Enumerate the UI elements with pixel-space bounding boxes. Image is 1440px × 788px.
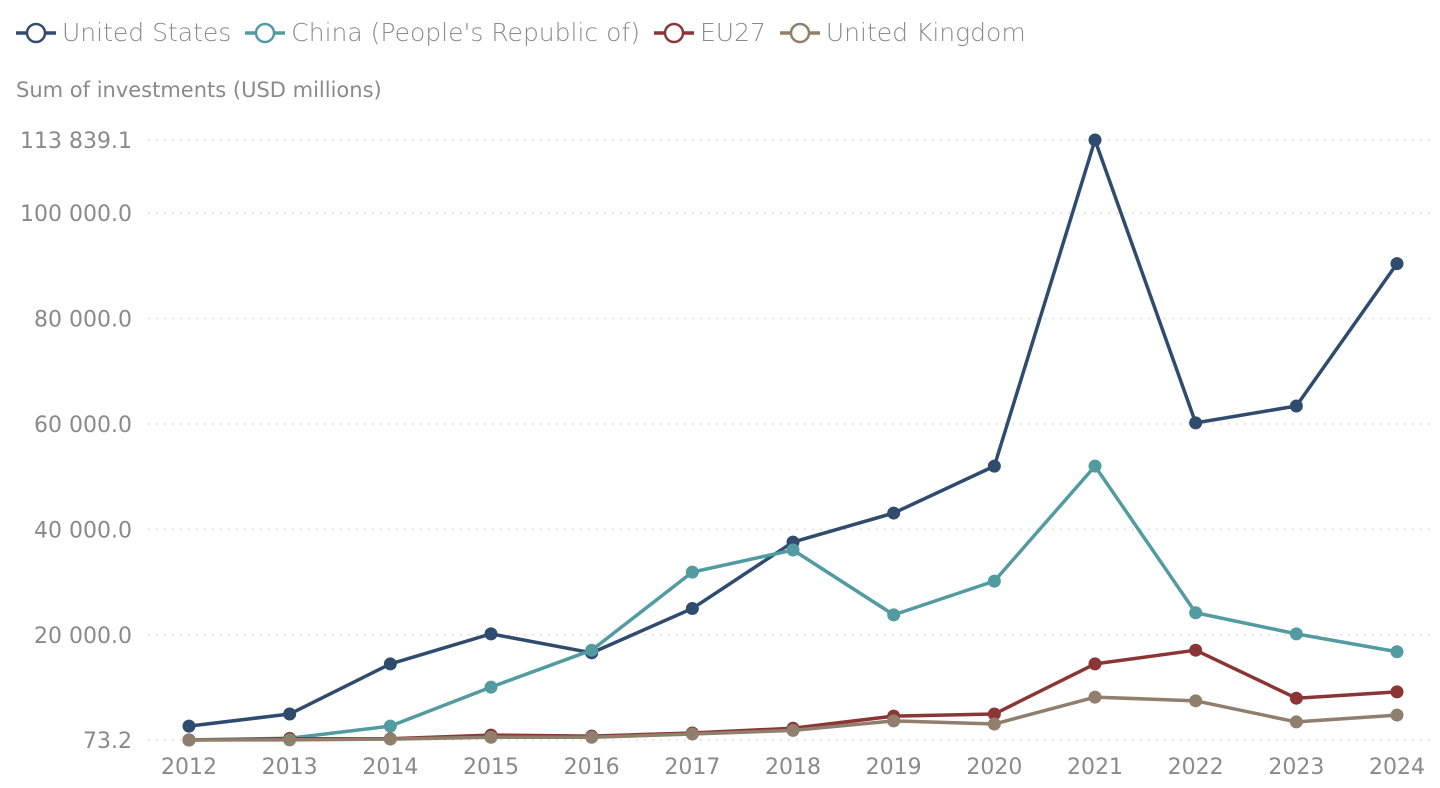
x-tick-label: 2017	[664, 755, 720, 780]
data-point	[1189, 416, 1203, 430]
y-tick-label: 73.2	[83, 729, 132, 754]
data-point	[987, 707, 1001, 721]
x-tick-label: 2016	[564, 755, 620, 780]
x-tick-label: 2018	[765, 755, 821, 780]
data-point	[987, 717, 1001, 731]
data-point	[585, 730, 599, 744]
y-tick-label: 40 000.0	[34, 518, 132, 543]
data-point	[685, 727, 699, 741]
x-tick-label: 2021	[1067, 755, 1123, 780]
data-point	[182, 719, 196, 733]
legend: United States China (People's Republic of…	[16, 18, 1026, 47]
y-tick-label: 20 000.0	[34, 624, 132, 649]
data-point	[1289, 715, 1303, 729]
x-tick-label: 2019	[866, 755, 922, 780]
data-point	[484, 627, 498, 641]
legend-marker-icon	[779, 22, 820, 43]
x-tick-label: 2013	[262, 755, 318, 780]
data-point	[987, 459, 1001, 473]
data-point	[1390, 708, 1404, 722]
legend-item[interactable]: United Kingdom	[779, 18, 1026, 47]
data-point	[1088, 690, 1102, 704]
y-tick-label: 100 000.0	[20, 202, 132, 227]
data-point	[685, 602, 699, 616]
data-point	[685, 565, 699, 579]
x-tick-label: 2015	[463, 755, 519, 780]
data-point	[1189, 694, 1203, 708]
data-point	[786, 723, 800, 737]
data-point	[383, 732, 397, 746]
x-tick-label: 2014	[362, 755, 418, 780]
y-tick-label: 113 839.1	[20, 129, 132, 154]
x-tick-label: 2012	[161, 755, 217, 780]
data-point	[585, 643, 599, 657]
data-point	[484, 730, 498, 744]
data-point	[182, 733, 196, 747]
data-point	[283, 733, 297, 747]
data-point	[1289, 691, 1303, 705]
x-tick-label: 2020	[966, 755, 1022, 780]
legend-marker-icon	[16, 22, 56, 43]
data-point	[383, 657, 397, 671]
data-point	[484, 680, 498, 694]
legend-label: United States	[62, 18, 232, 47]
data-point	[1088, 459, 1102, 473]
data-point	[1390, 257, 1404, 271]
data-point	[1289, 627, 1303, 641]
legend-marker-icon	[245, 22, 286, 43]
data-point	[283, 707, 297, 721]
legend-marker-icon	[653, 22, 694, 43]
y-tick-label: 60 000.0	[34, 413, 132, 438]
data-point	[887, 506, 901, 520]
legend-item[interactable]: United States	[16, 18, 231, 47]
data-point	[1189, 643, 1203, 657]
data-point	[1088, 133, 1102, 147]
x-tick-label: 2023	[1268, 755, 1324, 780]
legend-item[interactable]: EU27	[653, 18, 766, 47]
data-point	[887, 714, 901, 728]
series-line	[188, 464, 1398, 742]
data-point	[987, 574, 1001, 588]
data-point	[786, 543, 800, 557]
legend-item[interactable]: China (People's Republic of)	[245, 18, 640, 47]
y-axis-label: Sum of investments (USD millions)	[16, 78, 382, 102]
y-tick-label: 80 000.0	[34, 307, 132, 332]
data-point	[1189, 606, 1203, 620]
legend-label: China (People's Republic of)	[291, 18, 640, 47]
x-tick-label: 2022	[1168, 755, 1224, 780]
legend-label: United Kingdom	[825, 18, 1026, 47]
data-point	[383, 719, 397, 733]
data-point	[1088, 657, 1102, 671]
legend-label: EU27	[699, 18, 766, 47]
series-line	[188, 138, 1399, 728]
data-point	[1289, 399, 1303, 413]
data-point	[1390, 685, 1404, 699]
data-point	[887, 608, 901, 622]
data-point	[1390, 645, 1404, 659]
x-tick-label: 2024	[1369, 755, 1425, 780]
